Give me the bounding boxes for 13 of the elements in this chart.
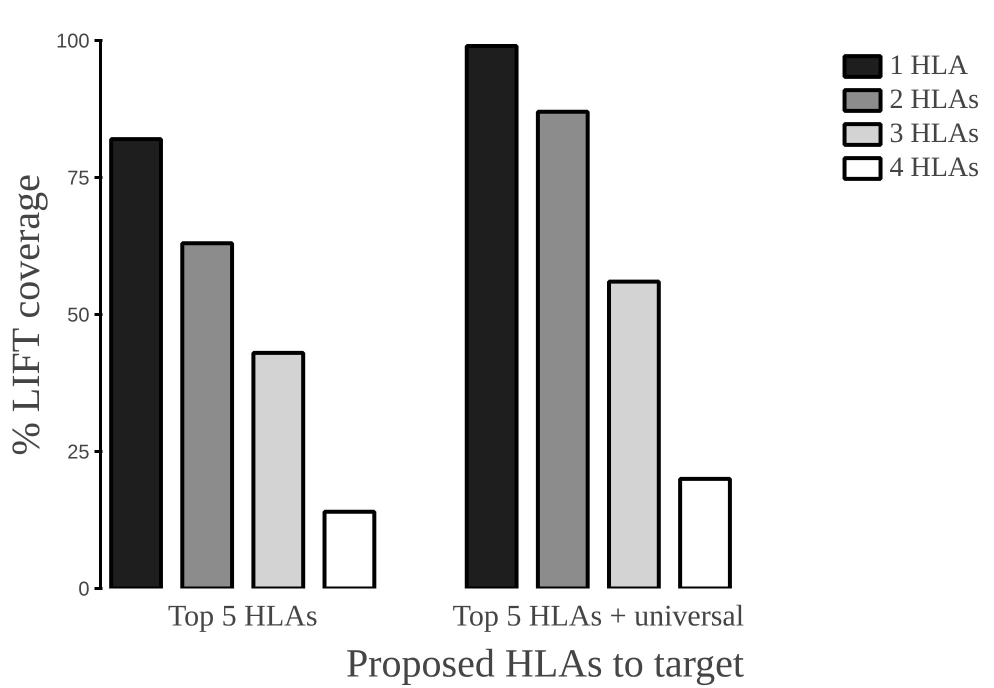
x-tick-label: Top 5 HLAs + universal: [452, 600, 744, 632]
y-tick-label: 0: [78, 578, 90, 600]
legend-label: 2 HLAs: [890, 84, 979, 116]
y-tick-label: 25: [67, 442, 90, 464]
y-tick-label: 75: [67, 168, 90, 190]
y-tick-label: 100: [56, 30, 90, 52]
legend-label: 3 HLAs: [890, 118, 979, 150]
y-tick-label: 50: [67, 304, 90, 326]
legend-label: 4 HLAs: [890, 152, 979, 184]
legend-label: 1 HLA: [890, 50, 968, 82]
x-tick-label: Top 5 HLAs: [168, 600, 318, 632]
x-axis-title: Proposed HLAs to target: [346, 640, 744, 686]
y-axis-title: % LIFT coverage: [3, 174, 48, 456]
